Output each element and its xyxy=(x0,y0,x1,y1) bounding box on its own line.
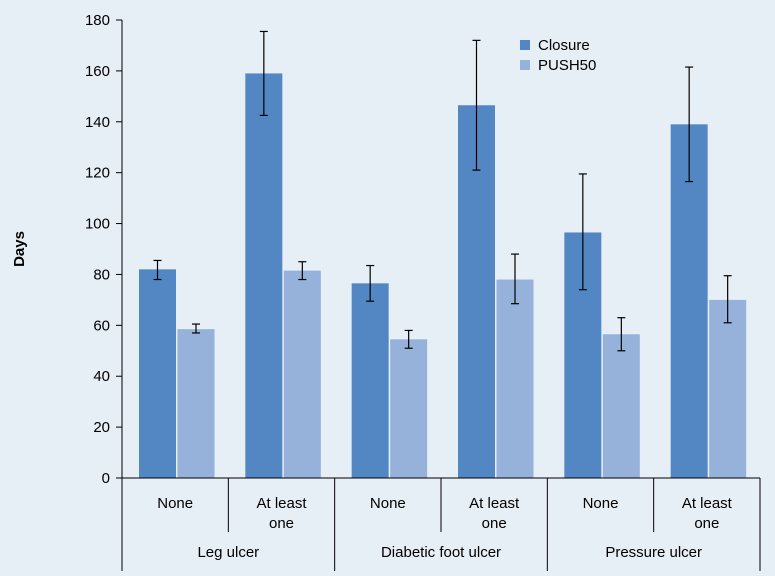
bar-push50-4 xyxy=(602,334,640,478)
y-axis-title: Days xyxy=(11,231,28,267)
bar-push50-2 xyxy=(390,339,428,478)
error-bar-push50-4 xyxy=(617,317,626,352)
legend-item-push50: PUSH50 xyxy=(520,57,596,74)
x-category-label: At least one xyxy=(682,495,733,532)
x-category-label-line: one xyxy=(269,515,294,532)
y-tick-label: 20 xyxy=(93,419,110,436)
error-bar-closure-5 xyxy=(685,66,694,183)
y-tick-label: 80 xyxy=(93,266,110,283)
error-bar-closure-4 xyxy=(578,173,587,291)
x-category-label-line: At least xyxy=(682,495,733,512)
x-group-label: Pressure ulcer xyxy=(605,544,702,561)
y-tick-label: 120 xyxy=(85,165,110,182)
error-bar-closure-1 xyxy=(259,30,268,117)
x-category-label-line: None xyxy=(583,495,619,512)
x-category-label: None xyxy=(370,495,406,512)
error-bar-push50-5 xyxy=(723,275,732,324)
error-bar-closure-2 xyxy=(366,264,375,302)
x-category-label: At least one xyxy=(469,495,520,532)
bar-closure-5 xyxy=(670,124,708,479)
x-category-label-line: None xyxy=(157,495,193,512)
bar-closure-1 xyxy=(245,73,283,478)
x-category-label: At least one xyxy=(256,495,307,532)
legend-swatch xyxy=(520,60,530,70)
y-tick-label: 40 xyxy=(93,368,110,385)
x-category-label: None xyxy=(157,495,193,512)
x-group-label: Leg ulcer xyxy=(197,544,259,561)
x-category-label-line: None xyxy=(370,495,406,512)
y-tick-label: 100 xyxy=(85,216,110,233)
legend-swatch xyxy=(520,40,530,50)
legend-label: PUSH50 xyxy=(538,57,596,74)
y-tick-label: 140 xyxy=(85,114,110,131)
bar-push50-1 xyxy=(283,270,321,478)
bar-push50-3 xyxy=(496,279,534,478)
legend-label: Closure xyxy=(538,37,590,54)
x-group-label: Diabetic foot ulcer xyxy=(381,544,501,561)
x-category-label-line: one xyxy=(694,515,719,532)
y-tick-label: 0 xyxy=(102,470,110,487)
error-bar-closure-3 xyxy=(472,39,481,171)
error-bar-push50-0 xyxy=(192,323,200,334)
bar-closure-0 xyxy=(139,269,176,478)
x-category-label: None xyxy=(583,495,619,512)
bar-push50-0 xyxy=(177,329,215,478)
error-bar-push50-2 xyxy=(404,329,413,349)
bar-closure-2 xyxy=(351,283,389,478)
legend-item-closure: Closure xyxy=(520,37,590,54)
error-bar-push50-3 xyxy=(511,253,519,305)
y-tick-label: 60 xyxy=(93,317,110,334)
y-tick-label: 180 xyxy=(85,12,110,29)
x-category-label-line: At least xyxy=(469,495,520,512)
bar-push50-5 xyxy=(709,299,747,478)
x-category-label-line: At least xyxy=(256,495,307,512)
y-tick-label: 160 xyxy=(85,63,110,80)
x-category-label-line: one xyxy=(482,515,507,532)
error-bar-closure-0 xyxy=(153,259,162,281)
error-bar-push50-1 xyxy=(298,261,307,281)
